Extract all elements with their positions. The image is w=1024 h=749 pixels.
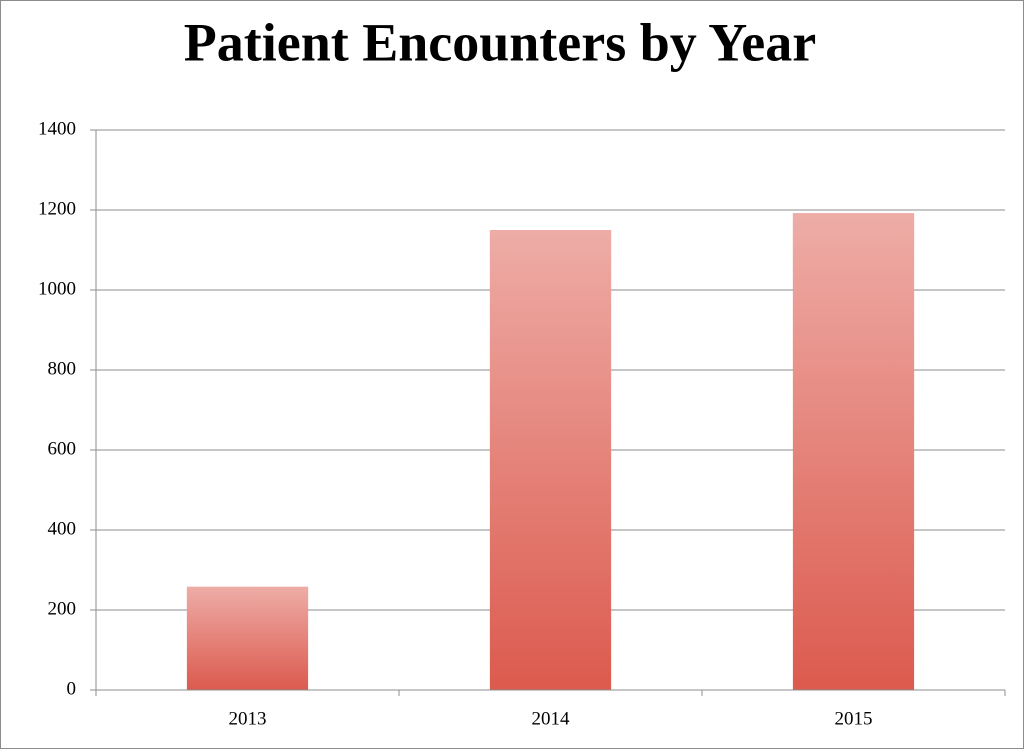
y-tick-label: 0 <box>67 678 77 699</box>
x-tick-label: 2015 <box>835 708 873 729</box>
y-tick-label: 1200 <box>38 198 76 219</box>
bar-highlight <box>792 213 915 690</box>
y-tick-label: 1400 <box>38 118 76 139</box>
chart-title: Patient Encounters by Year <box>184 12 816 72</box>
y-tick-label: 600 <box>48 438 77 459</box>
y-tick-label: 400 <box>48 518 77 539</box>
y-tick-label: 1000 <box>38 278 76 299</box>
y-tick-label: 800 <box>48 358 77 379</box>
bar-highlight <box>186 586 309 690</box>
x-tick-label: 2014 <box>532 708 571 729</box>
bar-highlight <box>489 230 612 690</box>
x-tick-label: 2013 <box>229 708 267 729</box>
y-tick-label: 200 <box>48 598 77 619</box>
